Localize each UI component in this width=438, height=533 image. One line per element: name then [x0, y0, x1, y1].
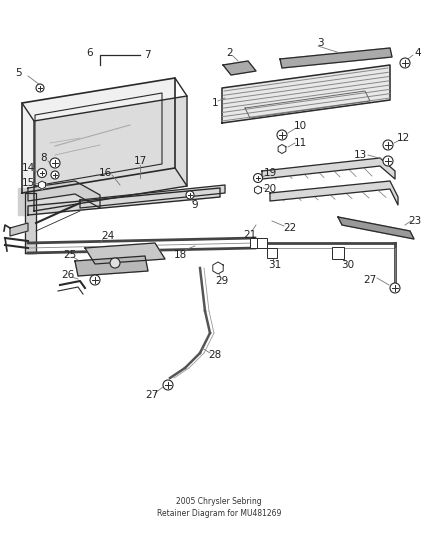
Bar [257, 238, 267, 248]
Polygon shape [34, 96, 187, 211]
Bar [267, 248, 277, 258]
Polygon shape [213, 262, 223, 274]
Polygon shape [338, 217, 414, 239]
Text: 13: 13 [353, 150, 367, 160]
Text: 10: 10 [293, 121, 307, 131]
Text: 23: 23 [408, 216, 422, 226]
Polygon shape [75, 256, 148, 276]
Polygon shape [28, 181, 100, 208]
Circle shape [254, 174, 262, 182]
Text: 20: 20 [263, 184, 276, 194]
Polygon shape [222, 65, 390, 123]
Polygon shape [262, 158, 395, 179]
Text: 16: 16 [99, 168, 112, 178]
Polygon shape [25, 193, 36, 253]
Circle shape [110, 258, 120, 268]
Text: 2: 2 [227, 48, 233, 58]
Circle shape [38, 168, 46, 177]
Text: 7: 7 [144, 50, 150, 60]
Text: 17: 17 [134, 156, 147, 166]
Text: 21: 21 [244, 230, 257, 240]
Text: 19: 19 [263, 168, 277, 178]
Circle shape [186, 191, 194, 199]
Polygon shape [39, 181, 46, 189]
Text: 26: 26 [61, 270, 74, 280]
Text: 22: 22 [283, 223, 297, 233]
Text: 30: 30 [342, 260, 355, 270]
Circle shape [383, 140, 393, 150]
Text: 12: 12 [396, 133, 410, 143]
Text: 8: 8 [41, 153, 47, 163]
Polygon shape [22, 78, 175, 193]
Polygon shape [278, 144, 286, 154]
Circle shape [50, 158, 60, 168]
Polygon shape [18, 188, 28, 215]
Text: 9: 9 [192, 200, 198, 210]
Bar [250, 238, 260, 248]
Circle shape [36, 84, 44, 92]
Polygon shape [28, 188, 220, 215]
Text: 3: 3 [317, 38, 323, 48]
Text: 15: 15 [21, 178, 35, 188]
Text: 14: 14 [21, 163, 35, 173]
Circle shape [400, 58, 410, 68]
Circle shape [383, 156, 393, 166]
Bar [332, 247, 344, 259]
Circle shape [90, 275, 100, 285]
Text: 25: 25 [64, 250, 77, 260]
Text: 4: 4 [415, 48, 421, 58]
Circle shape [277, 130, 287, 140]
Text: 6: 6 [87, 48, 93, 58]
Polygon shape [280, 48, 392, 68]
Polygon shape [270, 181, 398, 205]
Text: 24: 24 [101, 231, 115, 241]
Text: 28: 28 [208, 350, 222, 360]
Text: 1: 1 [212, 98, 218, 108]
Polygon shape [223, 61, 256, 75]
Text: 5: 5 [15, 68, 21, 78]
Polygon shape [254, 186, 261, 194]
Text: 2005 Chrysler Sebring
Retainer Diagram for MU481269: 2005 Chrysler Sebring Retainer Diagram f… [157, 497, 281, 518]
Circle shape [390, 283, 400, 293]
Circle shape [51, 171, 59, 179]
Polygon shape [80, 185, 225, 208]
Text: 29: 29 [215, 276, 229, 286]
Polygon shape [10, 223, 28, 236]
Text: 11: 11 [293, 138, 307, 148]
Circle shape [163, 380, 173, 390]
Text: 31: 31 [268, 260, 282, 270]
Polygon shape [85, 243, 165, 264]
Text: 18: 18 [173, 250, 187, 260]
Text: 27: 27 [145, 390, 159, 400]
Text: 27: 27 [364, 275, 377, 285]
